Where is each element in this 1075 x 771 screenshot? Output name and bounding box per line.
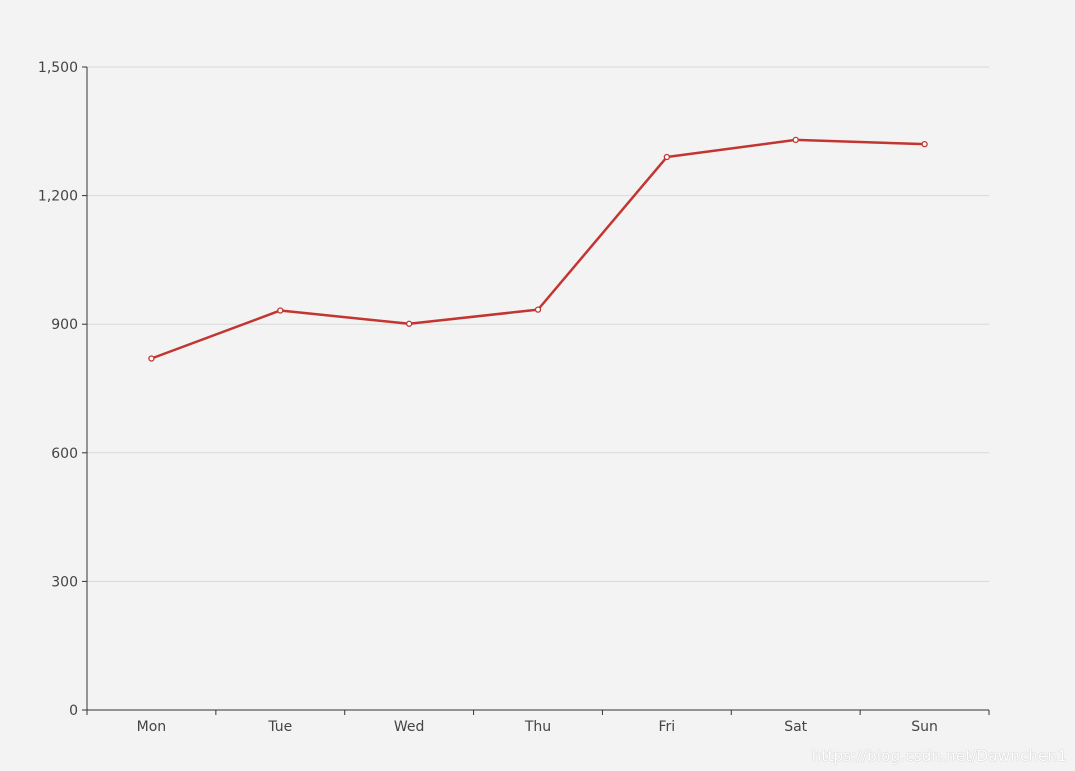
x-tick-label-mon: Mon (137, 719, 167, 735)
series-line-0 (150, 138, 926, 360)
x-tick-label-sun: Sun (911, 719, 938, 735)
y-tick-label: 1,500 (38, 60, 78, 76)
data-point-wed (405, 320, 413, 327)
x-tick-label-fri: Fri (659, 719, 676, 735)
data-point-fri (663, 153, 671, 161)
data-point-mon (148, 355, 155, 362)
y-tick-label: 600 (51, 446, 78, 462)
x-tick-label-wed: Wed (394, 719, 425, 735)
axes (82, 66, 990, 715)
series-layer (148, 136, 928, 362)
y-tick-label: 0 (69, 703, 78, 719)
y-tick-label: 1,200 (38, 189, 78, 205)
data-point-tue (277, 307, 284, 314)
watermark-text: https://blog.csdn.net/Dawnchen1 (811, 747, 1067, 765)
x-tick-label-thu: Thu (524, 719, 551, 735)
data-point-sat (792, 136, 799, 144)
x-tick-label-tue: Tue (267, 719, 292, 735)
tick-labels: 0 300 600 900 1,200 1,500 Mon Tue Wed Thu Fri Sat Su… (38, 60, 938, 735)
x-tick-label-sat: Sat (784, 719, 807, 735)
y-tick-label: 900 (51, 317, 78, 333)
grid-lines (87, 66, 989, 582)
y-tick-label: 300 (51, 574, 78, 590)
data-point-thu (534, 306, 542, 313)
data-point-sun (921, 141, 928, 148)
